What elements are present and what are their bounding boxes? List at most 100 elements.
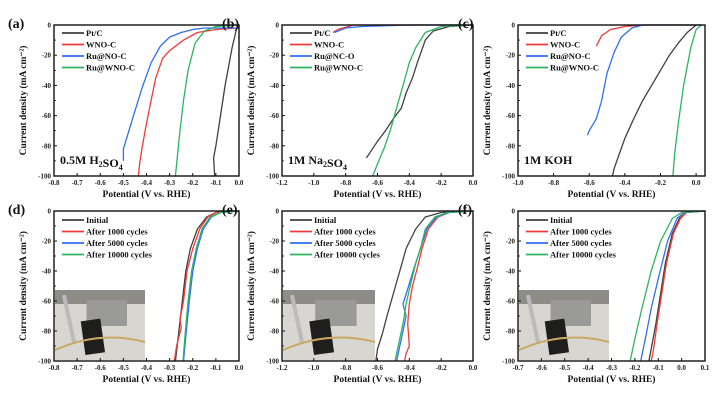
inset-electrode <box>309 318 335 356</box>
x-tick-label: -0.5 <box>118 364 130 372</box>
y-tick-label: -20 <box>42 238 52 246</box>
series-line-wno-c <box>595 24 702 47</box>
legend-label: Ru@NO-C <box>550 51 591 61</box>
inset-wire <box>290 294 305 345</box>
panel-label: (d) <box>8 203 25 218</box>
x-tick-label: 0.1 <box>701 364 710 372</box>
y-tick-label: -20 <box>270 238 280 246</box>
x-tick-label: -1.0 <box>308 364 320 372</box>
legend-item: WNO-C <box>526 40 580 50</box>
inset-tube <box>518 336 610 351</box>
panel-a: (a) -0.8 -0.7 -0.6 -0.5 -0.4 -0.3 -0.2 -0.1 0.0 0 -… <box>8 17 244 200</box>
y-tick-label: -80 <box>42 328 52 336</box>
legend-label: WNO-C <box>314 40 344 50</box>
legend-item: After 10000 cycles <box>290 250 381 260</box>
x-axis-label: Potential (V vs. RHE) <box>334 189 422 200</box>
y-tick-label: 0 <box>276 208 280 216</box>
series-line-after-1000-cycles <box>403 210 474 362</box>
legend-item: Ru@WNO-C <box>526 63 599 73</box>
x-tick-label: -0.8 <box>340 364 352 372</box>
annotation-concentration: 1M <box>288 153 308 167</box>
y-tick-label: -60 <box>506 298 516 306</box>
series-line-ru-no-c <box>122 27 239 161</box>
electrolyte-annotation: 0.5M H2SO4 <box>60 153 123 172</box>
legend-item: After 1000 cycles <box>62 227 148 237</box>
x-axis-label: Potential (V vs. RHE) <box>334 374 422 385</box>
x-tick-label: 0.0 <box>235 364 244 372</box>
y-tick-label: -20 <box>506 52 516 60</box>
y-tick-label: -100 <box>38 358 51 366</box>
x-tick-label: -0.3 <box>164 179 176 187</box>
y-tick-label: -40 <box>42 82 52 90</box>
series-line-initial <box>375 210 474 362</box>
panel-c: (c) -1.0 -0.8 -0.6 -0.4 -0.2 0.0 0 -20 -40 -60 -80 -… <box>458 17 706 200</box>
legend-item: Ru@WNO-C <box>62 63 135 73</box>
annotation-text: SO <box>327 156 343 170</box>
inset-photo <box>282 290 376 360</box>
inset-photo <box>54 290 146 360</box>
y-tick-label: -100 <box>266 358 279 366</box>
annotation-text: Na <box>308 153 323 167</box>
x-tick-label: -0.1 <box>653 364 665 372</box>
legend-item: After 10000 cycles <box>526 250 617 260</box>
x-tick-label: -0.7 <box>512 364 524 372</box>
x-tick-label: -0.4 <box>583 364 595 372</box>
x-tick-label: -0.7 <box>72 179 84 187</box>
legend-label: Initial <box>550 215 573 225</box>
y-tick-label: -20 <box>270 52 280 60</box>
series-line-after-5000-cycles <box>640 210 706 362</box>
y-axis-label: Current density (mA cm⁻²) <box>18 231 29 341</box>
panel-b: (b) -1.2 -1.0 -0.8 -0.6 -0.4 -0.2 0.0 0 -20 -40 -60… <box>222 17 478 200</box>
legend-label: After 1000 cycles <box>86 227 148 237</box>
y-tick-label: -40 <box>506 82 516 90</box>
y-tick-label: -60 <box>42 112 52 120</box>
y-tick-label: -80 <box>270 142 280 150</box>
x-tick-label: -0.8 <box>340 179 352 187</box>
inset-tube <box>282 336 376 351</box>
series-line-ru-wno-c <box>372 24 474 177</box>
series-line-ru-wno-c <box>174 24 240 177</box>
y-tick-label: -100 <box>502 358 515 366</box>
annotation-text: SO <box>103 156 119 170</box>
series-line-after-10000-cycles <box>182 210 240 362</box>
x-tick-label: 0.0 <box>469 179 478 187</box>
annotation-subscript: 2 <box>99 160 103 169</box>
series-line-ru-wno-c <box>672 24 702 177</box>
legend-label: Initial <box>314 215 337 225</box>
legend-item: Pt/C <box>62 28 103 38</box>
panel-label: (a) <box>8 17 25 32</box>
legend-item: Initial <box>526 215 573 225</box>
legend-item: Initial <box>290 215 337 225</box>
y-tick-label: -80 <box>42 142 52 150</box>
x-tick-label: 0.0 <box>469 364 478 372</box>
annotation-subscript: 2 <box>323 160 327 169</box>
legend-label: After 10000 cycles <box>314 250 381 260</box>
panel-f: (f) -0.7 -0.6 -0.5 -0.4 -0.3 -0.2 -0.1 0.0 0.1 0 -2… <box>458 203 710 385</box>
legend-label: WNO-C <box>550 40 580 50</box>
series-line-pt-c <box>611 24 697 177</box>
y-tick-label: -20 <box>506 238 516 246</box>
series-line-after-10000-cycles <box>629 210 706 362</box>
legend-label: After 1000 cycles <box>550 227 612 237</box>
x-tick-label: -0.6 <box>95 179 107 187</box>
series-line-after-10000-cycles <box>394 210 474 362</box>
legend-label: Initial <box>86 215 109 225</box>
x-axis-label: Potential (V vs. RHE) <box>103 374 191 385</box>
panel-label: (b) <box>222 17 239 32</box>
x-tick-label: -0.6 <box>372 179 384 187</box>
legend-label: Ru@NO-C <box>86 51 127 61</box>
electrolyte-annotation: 1M Na2SO4 <box>288 153 347 172</box>
legend-label: Ru@NC-O <box>314 51 355 61</box>
y-axis-label: Current density (mA cm⁻²) <box>18 46 29 156</box>
series-line-ru-no-c <box>586 24 702 136</box>
y-axis-label: Current density (mA cm⁻²) <box>246 231 257 341</box>
x-tick-label: -1.2 <box>276 179 288 187</box>
x-tick-label: -0.5 <box>559 364 571 372</box>
y-tick-label: -60 <box>506 112 516 120</box>
y-axis-label: Current density (mA cm⁻²) <box>482 231 493 341</box>
x-tick-label: -0.4 <box>404 179 416 187</box>
legend-label: Ru@WNO-C <box>314 63 363 73</box>
x-tick-label: -0.7 <box>72 364 84 372</box>
x-tick-label: -0.8 <box>48 179 60 187</box>
x-tick-label: -0.8 <box>548 179 560 187</box>
